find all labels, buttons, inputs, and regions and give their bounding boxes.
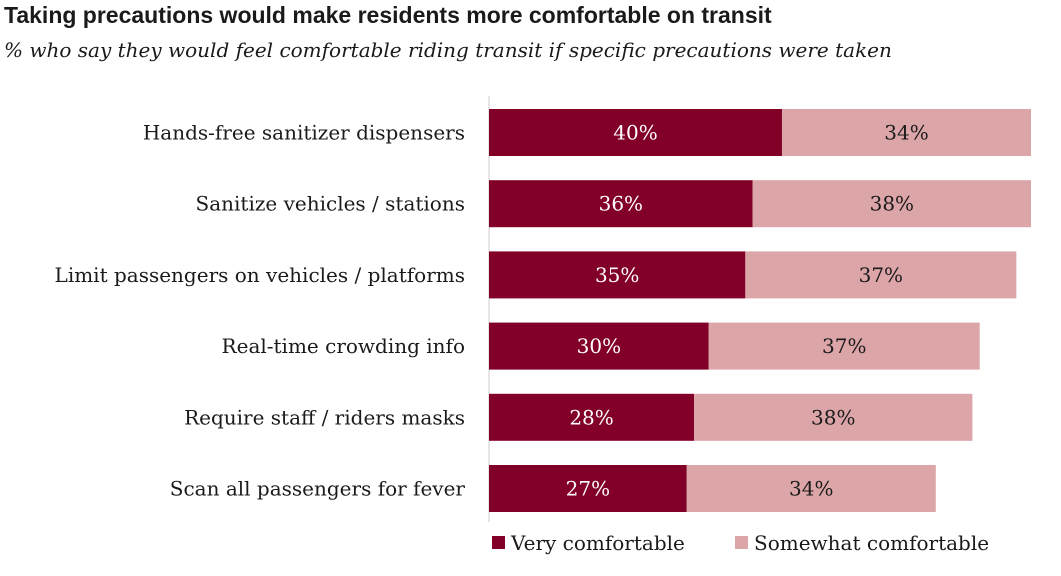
data-label: 40% — [613, 121, 657, 145]
data-label: 38% — [811, 405, 855, 429]
category-label: Limit passengers on vehicles / platforms — [55, 263, 465, 287]
bar-somewhat-comfortable — [752, 180, 1031, 228]
bar-very-comfortable — [489, 109, 782, 156]
data-label: 30% — [577, 334, 621, 358]
bar-very-comfortable — [489, 393, 695, 441]
data-label: 28% — [569, 405, 613, 429]
data-label: 34% — [789, 477, 833, 501]
category-label: Require staff / riders masks — [184, 405, 465, 429]
data-label: 35% — [595, 263, 639, 287]
bar-somewhat-comfortable — [745, 251, 1017, 299]
category-label: Hands-free sanitizer dispensers — [143, 121, 465, 145]
bar-somewhat-comfortable — [781, 109, 1031, 156]
data-label: 37% — [859, 263, 903, 287]
bar-very-comfortable — [489, 322, 709, 370]
legend-swatch-somewhat — [735, 536, 748, 549]
bar-very-comfortable — [489, 465, 687, 512]
data-label: 34% — [884, 121, 928, 145]
category-label: Real-time crowding info — [222, 334, 465, 358]
data-label: 37% — [822, 334, 866, 358]
legend-label-very: Very comfortable — [510, 531, 685, 555]
legend-swatch-very — [492, 536, 505, 549]
bar-very-comfortable — [489, 251, 746, 299]
data-label: 38% — [870, 192, 914, 216]
bar-somewhat-comfortable — [694, 393, 973, 441]
legend-label-somewhat: Somewhat comfortable — [754, 531, 989, 555]
chart-title: Taking precautions would make residents … — [4, 2, 772, 28]
category-label: Scan all passengers for fever — [170, 477, 466, 501]
data-label: 36% — [599, 192, 643, 216]
bar-somewhat-comfortable — [686, 465, 936, 512]
chart-subtitle: % who say they would feel comfortable ri… — [4, 38, 892, 62]
category-label: Sanitize vehicles / stations — [196, 192, 465, 216]
bar-somewhat-comfortable — [708, 322, 980, 370]
bar-very-comfortable — [489, 180, 753, 228]
data-label: 27% — [566, 477, 610, 501]
